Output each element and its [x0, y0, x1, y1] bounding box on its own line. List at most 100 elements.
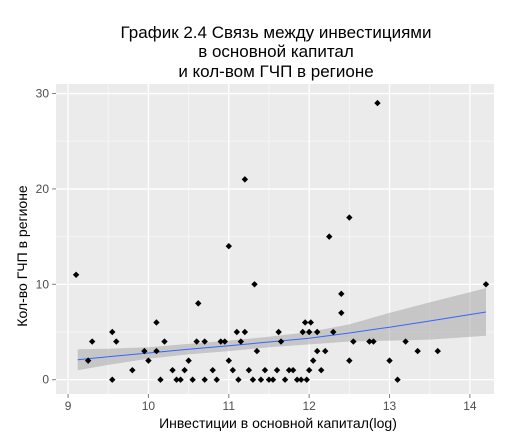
data-point	[265, 376, 273, 383]
y-tick-label: 10	[36, 277, 50, 291]
data-point	[253, 347, 261, 355]
data-point	[318, 366, 325, 374]
data-point	[346, 357, 353, 364]
data-point	[330, 328, 337, 336]
data-point	[374, 99, 381, 107]
data-point	[201, 338, 208, 345]
data-point	[261, 366, 269, 374]
minor-gridlines	[56, 84, 494, 394]
x-tick-label: 13	[383, 399, 397, 413]
data-point	[153, 319, 160, 326]
data-point	[394, 376, 401, 383]
data-point	[237, 338, 245, 345]
data-point	[209, 366, 216, 374]
data-point	[189, 376, 196, 383]
data-point	[177, 376, 184, 383]
data-point	[301, 319, 309, 326]
data-point	[153, 347, 160, 355]
data-point	[350, 338, 357, 345]
data-point	[245, 366, 253, 374]
data-point	[241, 176, 249, 183]
data-point	[305, 328, 313, 336]
data-point	[299, 328, 306, 336]
x-axis-label: Инвестиции в основной капитал(log)	[159, 415, 397, 431]
data-point	[185, 357, 192, 364]
data-point	[277, 338, 285, 345]
data-point	[289, 366, 297, 374]
data-point	[346, 214, 353, 221]
y-axis-ticks: 0 10 20 30	[36, 87, 56, 387]
data-point	[88, 338, 96, 345]
chart-title-line-1: График 2.4 Связь между инвестициями	[121, 23, 432, 42]
data-point	[482, 281, 490, 288]
fit-line	[77, 311, 487, 361]
major-gridlines	[56, 84, 494, 394]
data-point	[201, 376, 208, 383]
data-point	[402, 338, 409, 345]
data-point	[141, 347, 148, 355]
data-point	[193, 338, 200, 345]
data-point	[269, 376, 277, 383]
data-point	[273, 366, 281, 374]
data-point	[285, 366, 293, 374]
x-tick-label: 12	[302, 399, 316, 413]
x-tick-label: 9	[65, 399, 72, 413]
data-point	[414, 347, 421, 355]
data-point	[309, 357, 317, 364]
data-point	[241, 328, 249, 336]
x-tick-label: 11	[223, 399, 236, 413]
data-point	[251, 281, 258, 288]
data-point	[113, 338, 120, 345]
data-point	[275, 328, 282, 336]
data-point	[129, 366, 136, 374]
data-point	[303, 376, 310, 383]
y-tick-label: 30	[36, 87, 50, 101]
data-point	[72, 271, 80, 278]
data-point	[173, 376, 180, 383]
data-points	[72, 99, 490, 383]
data-point	[338, 309, 345, 317]
data-point	[322, 347, 329, 355]
data-point	[293, 376, 301, 383]
data-point	[181, 366, 188, 374]
y-tick-label: 20	[36, 182, 50, 196]
x-tick-label: 14	[463, 399, 477, 413]
chart-title: График 2.4 Связь между инвестициями в ос…	[121, 23, 432, 81]
data-point	[338, 290, 345, 298]
x-tick-label: 10	[142, 399, 156, 413]
data-point	[366, 338, 373, 345]
data-point	[221, 338, 228, 345]
data-point	[281, 376, 289, 383]
data-point	[217, 338, 224, 345]
y-tick-label: 0	[42, 373, 49, 387]
data-point	[145, 357, 152, 364]
plot-panel	[56, 84, 494, 394]
data-point	[225, 242, 232, 250]
data-point	[370, 338, 377, 345]
data-point	[249, 376, 257, 383]
data-point	[235, 376, 242, 383]
y-axis-label: Кол-во ГЧП в регионе	[14, 185, 30, 327]
data-point	[233, 328, 241, 336]
data-point	[109, 328, 116, 336]
data-point	[213, 376, 220, 383]
data-point	[229, 366, 237, 374]
data-point	[169, 366, 176, 374]
data-point	[157, 376, 164, 383]
data-point	[297, 376, 305, 383]
data-point	[84, 357, 92, 364]
fit-line-layer	[77, 311, 487, 361]
data-point	[109, 376, 116, 383]
data-point	[307, 319, 314, 326]
data-point	[313, 328, 321, 336]
data-point	[225, 357, 232, 364]
x-axis-ticks: 9 10 11 12 13 14	[65, 394, 477, 413]
data-point	[326, 233, 333, 240]
data-point	[386, 357, 393, 364]
chart-title-line-3: и кол-вом ГЧП в регионе	[178, 62, 373, 81]
data-point	[434, 347, 441, 355]
data-point	[195, 300, 202, 307]
data-point	[161, 338, 168, 345]
data-point	[313, 347, 321, 355]
